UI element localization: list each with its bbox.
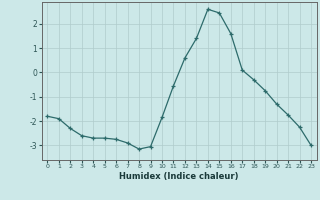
X-axis label: Humidex (Indice chaleur): Humidex (Indice chaleur) (119, 172, 239, 181)
